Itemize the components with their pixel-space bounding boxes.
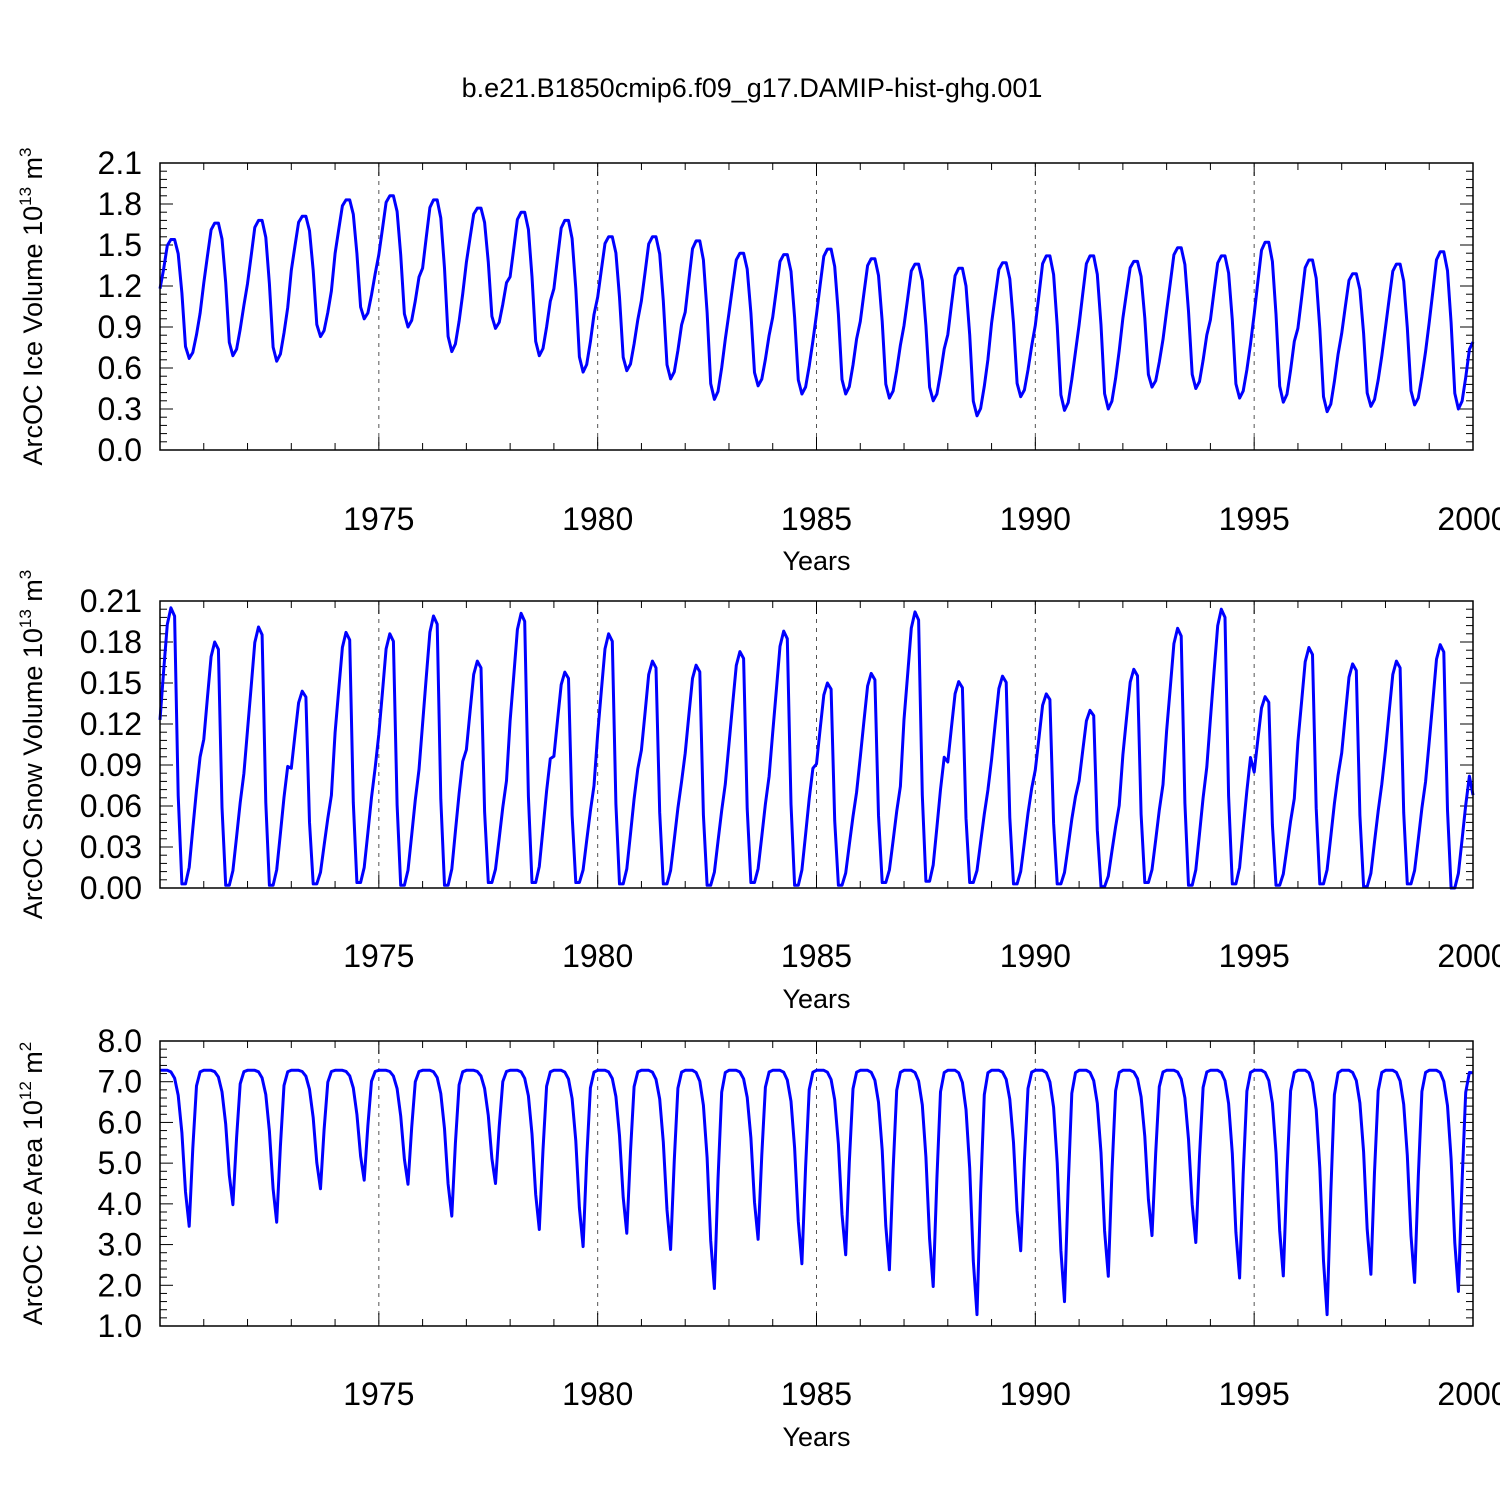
y-tick-label: 0.21 (80, 583, 142, 619)
y-axis-label: ArcOC Ice Area 1012 m2 (16, 1042, 48, 1326)
y-tick-label: 0.0 (98, 432, 142, 468)
x-tick-label-2000: 2000 (1437, 1376, 1500, 1412)
x-tick-label-1975: 1975 (343, 501, 414, 537)
panel-snow-volume: 0.00 0.03 0.06 0.09 0.12 0.15 0.18 0.21 1975 1980… (16, 570, 1500, 1014)
y-tick-label: 5.0 (98, 1145, 142, 1181)
x-tick-label-1975: 1975 (343, 938, 414, 974)
x-tick-label-1975: 1975 (343, 1376, 414, 1412)
x-tick-label-1985: 1985 (781, 501, 852, 537)
x-tick-label-1985: 1985 (781, 938, 852, 974)
y-tick-label: 0.12 (80, 706, 142, 742)
y-tick-label: 1.2 (98, 268, 142, 304)
series-line (158, 194, 1475, 418)
x-axis-label: Years (782, 984, 850, 1014)
y-tick-label: 0.3 (98, 391, 142, 427)
y-tick-label: 3.0 (98, 1227, 142, 1263)
x-tick-label-1980: 1980 (562, 501, 633, 537)
plot-frame (159, 1040, 1474, 1327)
figure-title: b.e21.B1850cmip6.f09_g17.DAMIP-hist-ghg.… (462, 73, 1043, 103)
x-tick-label-1995: 1995 (1219, 501, 1290, 537)
x-tick-label-1980: 1980 (562, 938, 633, 974)
plot-frame (159, 162, 1474, 451)
x-tick-label-2000: 2000 (1437, 501, 1500, 537)
y-tick-label: 6.0 (98, 1104, 142, 1140)
y-tick-label: 0.00 (80, 870, 142, 906)
series-line (160, 1068, 1474, 1317)
x-tick-label-1990: 1990 (1000, 938, 1071, 974)
x-tick-label-1990: 1990 (1000, 501, 1071, 537)
y-tick-label: 0.9 (98, 309, 142, 345)
panel-ice-volume: 0.0 0.3 0.6 0.9 1.2 1.5 1.8 2.1 1975 1980 1985 1990… (16, 145, 1500, 576)
plot-frame (159, 600, 1474, 889)
x-tick-label-1995: 1995 (1219, 938, 1290, 974)
y-tick-label: 0.6 (98, 350, 142, 386)
series-line (158, 606, 1475, 890)
y-tick-label: 7.0 (98, 1064, 142, 1100)
y-tick-label: 4.0 (98, 1186, 142, 1222)
y-tick-label: 2.0 (98, 1267, 142, 1303)
y-tick-label: 0.15 (80, 665, 142, 701)
panel-ice-area: 1.0 2.0 3.0 4.0 5.0 6.0 7.0 8.0 1975 1980 1985 1990… (16, 1023, 1500, 1452)
x-tick-label-2000: 2000 (1437, 938, 1500, 974)
y-tick-label: 0.03 (80, 829, 142, 865)
x-tick-label-1995: 1995 (1219, 1376, 1290, 1412)
y-tick-label: 0.09 (80, 747, 142, 783)
y-tick-label: 1.8 (98, 186, 142, 222)
y-tick-label: 1.0 (98, 1308, 142, 1344)
y-axis-label: ArcOC Snow Volume 1013 m3 (16, 570, 48, 920)
x-tick-label-1980: 1980 (562, 1376, 633, 1412)
x-tick-label-1985: 1985 (781, 1376, 852, 1412)
x-tick-label-1990: 1990 (1000, 1376, 1071, 1412)
y-tick-label: 0.06 (80, 788, 142, 824)
y-tick-label: 0.18 (80, 624, 142, 660)
y-tick-label: 2.1 (98, 145, 142, 181)
y-tick-label: 8.0 (98, 1023, 142, 1059)
x-axis-label: Years (782, 546, 850, 576)
y-axis-label: ArcOC Ice Volume 1013 m3 (16, 147, 48, 465)
y-tick-label: 1.5 (98, 227, 142, 263)
x-axis-label: Years (782, 1422, 850, 1452)
